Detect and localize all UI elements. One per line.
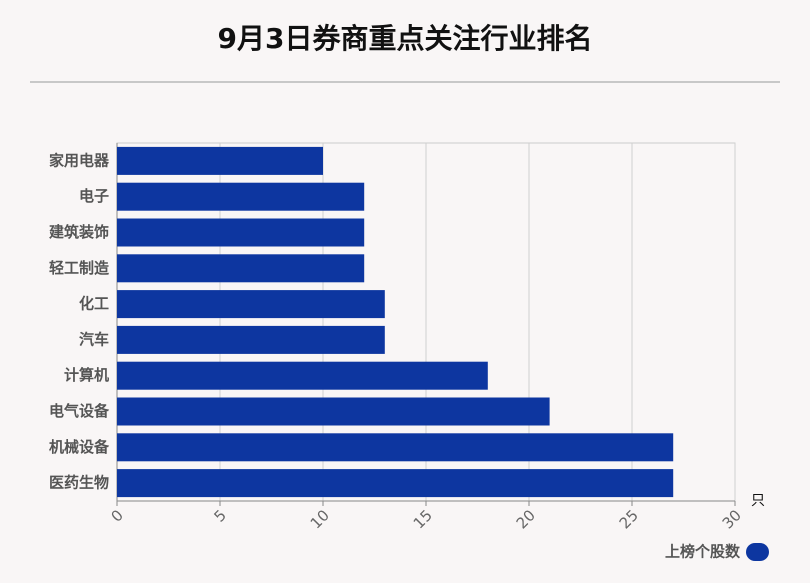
chart-title: 9月3日券商重点关注行业排名	[218, 22, 593, 55]
y-tick-label: 电子	[79, 187, 109, 205]
y-tick-label: 化工	[79, 295, 109, 313]
legend-label: 上榜个股数	[665, 543, 741, 561]
bar	[117, 397, 550, 426]
y-tick-label: 医药生物	[49, 474, 109, 492]
bar	[117, 290, 385, 319]
y-tick-label: 电气设备	[49, 402, 110, 420]
bar	[117, 182, 365, 211]
bar	[117, 146, 323, 175]
x-axis-unit: 只	[751, 493, 765, 509]
y-tick-label: 汽车	[79, 330, 109, 348]
bar	[117, 325, 385, 354]
y-tick-label: 计算机	[64, 366, 109, 384]
legend-swatch	[746, 543, 769, 561]
y-tick-label: 建筑装饰	[49, 223, 109, 241]
bar	[117, 469, 674, 498]
bar	[117, 361, 488, 390]
y-tick-label: 家用电器	[49, 151, 110, 169]
y-tick-label: 轻工制造	[49, 259, 109, 277]
bar	[117, 218, 365, 247]
bar	[117, 433, 674, 462]
bar	[117, 254, 365, 283]
y-tick-label: 机械设备	[49, 438, 110, 456]
